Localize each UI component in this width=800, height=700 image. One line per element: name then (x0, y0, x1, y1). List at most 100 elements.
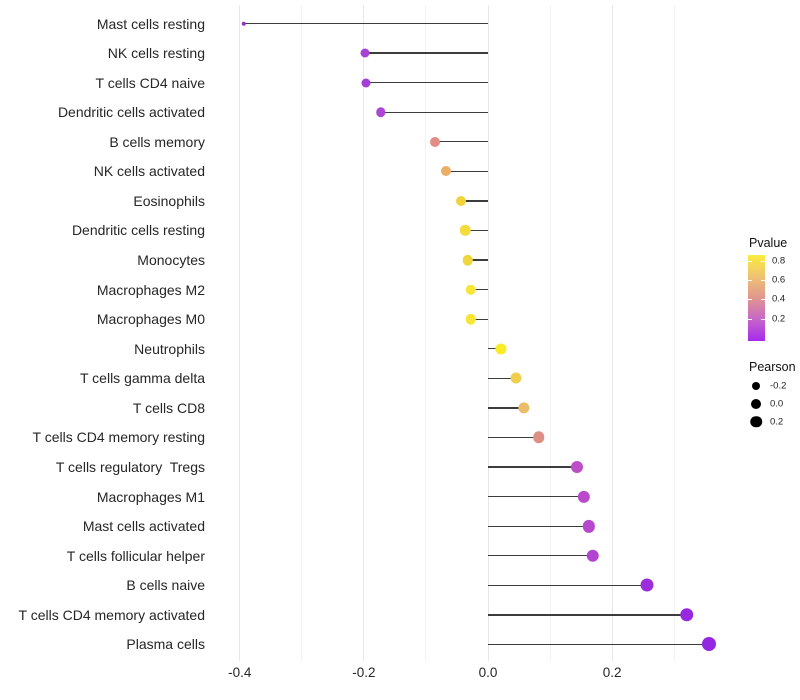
lollipop-segment (445, 170, 488, 172)
lollipop-dot (518, 402, 530, 414)
pearson-size-label: 0.2 (770, 416, 784, 427)
pvalue-tick-label: 0.4 (772, 293, 786, 305)
lollipop-segment (488, 407, 524, 409)
lollipop-dot (510, 372, 522, 384)
pvalue-tick-label: 0.8 (772, 255, 786, 267)
gridline-minor (301, 5, 303, 661)
gridline-minor (673, 5, 675, 661)
y-axis-label: T cells CD8 (132, 399, 205, 416)
lollipop-segment (460, 200, 488, 202)
y-axis-label: T cells CD4 naive (95, 74, 205, 91)
lollipop-segment (488, 495, 584, 498)
y-axis-label: NK cells resting (107, 45, 205, 62)
pearson-size-dot (752, 382, 760, 390)
pearson-size-dot (751, 399, 761, 409)
lollipop-dot (495, 343, 507, 355)
lollipop-dot (455, 195, 466, 206)
y-axis-label: Macrophages M0 (96, 311, 205, 328)
lollipop-dot (586, 549, 600, 563)
x-axis-tick-label: 0.2 (602, 665, 622, 680)
y-axis-label: Macrophages M1 (96, 488, 205, 505)
y-axis-label: Monocytes (137, 252, 205, 269)
y-axis-label: Macrophages M2 (96, 281, 205, 298)
gridline-major (363, 5, 365, 661)
pvalue-tick-label: 0.6 (772, 274, 786, 286)
y-axis-label: Plasma cells (126, 636, 205, 653)
pvalue-tick-mark (748, 318, 752, 320)
pvalue-tick-mark (761, 280, 765, 282)
lollipop-segment (488, 584, 647, 586)
pearson-size-label: 0.0 (770, 398, 784, 410)
lollipop-segment (366, 81, 488, 84)
lollipop-dot (375, 107, 386, 117)
lollipop-segment (488, 466, 577, 468)
y-axis-label: Mast cells activated (82, 518, 205, 535)
pvalue-tick-mark (748, 299, 752, 301)
y-axis-label: T cells CD4 memory activated (18, 606, 205, 623)
lollipop-dot (360, 48, 370, 58)
lollipop-dot (582, 520, 595, 533)
lollipop-dot (701, 637, 716, 652)
lollipop-segment (380, 111, 488, 113)
y-axis-label: B cells memory (109, 133, 205, 150)
x-axis-tick-label: 0.0 (478, 665, 498, 680)
lollipop-segment (488, 377, 516, 379)
gridline-major (611, 5, 613, 661)
pvalue-tick-label: 0.2 (772, 313, 786, 325)
y-axis-label: T cells follicular helper (66, 547, 205, 564)
x-axis-tick-label: -0.4 (228, 665, 252, 680)
y-axis-label: T cells regulatory Tregs (55, 459, 205, 476)
y-axis-label: Mast cells resting (96, 15, 205, 32)
lollipop-dot (440, 166, 451, 177)
y-axis-label: B cells naive (126, 577, 205, 594)
lollipop-dot (465, 313, 476, 325)
lollipop-segment (488, 614, 687, 616)
lollipop-dot (679, 608, 694, 622)
lollipop-dot (640, 578, 654, 592)
lollipop-segment (434, 141, 488, 143)
lollipop-dot (429, 136, 440, 147)
pearson-size-dot (750, 415, 762, 428)
lollipop-segment (488, 436, 539, 439)
gridline-minor (549, 5, 551, 661)
pvalue-tick-mark (761, 299, 765, 301)
lollipop-segment (467, 259, 488, 261)
pvalue-gradient-bar (748, 255, 765, 341)
pvalue-tick-mark (748, 261, 752, 262)
y-axis-label: Eosinophils (133, 192, 205, 209)
lollipop-segment (465, 229, 488, 232)
y-axis-label: Dendritic cells activated (57, 104, 205, 121)
pearson-size-label: -0.2 (770, 380, 787, 392)
y-axis-label: T cells gamma delta (79, 370, 205, 387)
lollipop-segment (488, 643, 709, 646)
y-axis-label: T cells CD4 memory resting (32, 429, 205, 446)
lollipop-segment (470, 288, 488, 291)
pvalue-tick-mark (761, 261, 765, 262)
lollipop-dot (459, 225, 471, 236)
lollipop-segment (488, 348, 502, 350)
lollipop-dot (577, 490, 590, 503)
pvalue-tick-mark (748, 280, 752, 282)
lollipop-segment (488, 525, 589, 527)
lollipop-segment (470, 318, 488, 320)
gridline-major (239, 5, 241, 661)
x-axis-tick-label: -0.2 (352, 665, 376, 680)
lollipop-dot (533, 431, 545, 444)
pvalue-tick-mark (761, 318, 765, 320)
y-axis-label: Dendritic cells resting (71, 222, 205, 239)
gridline-major (487, 5, 489, 661)
lollipop-dot (241, 21, 246, 26)
y-axis-label: NK cells activated (93, 163, 205, 180)
pvalue-legend-title: Pvalue (749, 236, 788, 250)
lollipop-dot (570, 461, 583, 474)
gridline-minor (425, 5, 427, 661)
lollipop-dot (465, 284, 476, 295)
y-axis-label: Neutrophils (134, 340, 205, 357)
lollipop-segment (243, 22, 488, 25)
lollipop-segment (488, 555, 593, 557)
lollipop-segment (364, 52, 488, 54)
lollipop-dot (462, 254, 473, 266)
lollipop-dot (361, 78, 371, 88)
pearson-legend-title: Pearson (749, 360, 796, 374)
